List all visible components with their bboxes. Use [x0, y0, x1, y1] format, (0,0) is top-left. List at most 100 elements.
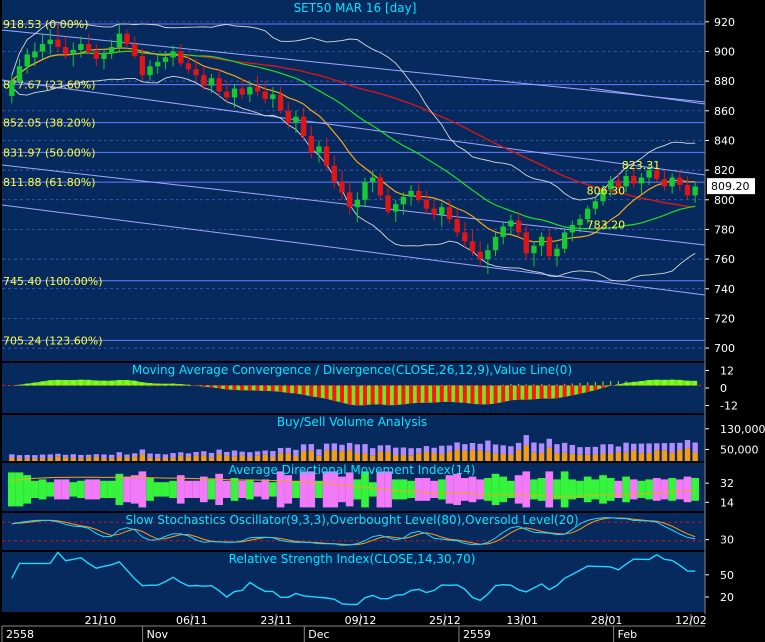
- x-date-label: 28/01: [591, 614, 623, 627]
- macd-bar: [48, 380, 53, 386]
- volume-buy-bar: [308, 444, 314, 451]
- candle-body: [423, 199, 430, 209]
- macd-bar: [178, 384, 183, 386]
- candle-body: [577, 219, 583, 225]
- macd-bar: [148, 383, 153, 386]
- macd-bar: [117, 379, 122, 386]
- candle-body: [47, 39, 53, 45]
- macd-bar: [570, 385, 575, 396]
- candle-body: [669, 177, 675, 187]
- candle-body: [70, 49, 76, 55]
- fib-level-label: 745.40 (100.00%): [3, 275, 103, 288]
- adx-band: [622, 476, 630, 503]
- candle-body: [277, 94, 284, 111]
- candle-body: [116, 33, 123, 48]
- candle-body: [78, 44, 84, 50]
- candle-body: [108, 47, 115, 53]
- adx-band: [161, 482, 170, 497]
- candle-body: [9, 81, 15, 96]
- rsi-title: Relative Strength Index(CLOSE,14,30,70): [229, 552, 476, 566]
- volume-sell-bar: [32, 458, 38, 461]
- macd-bar: [677, 379, 682, 386]
- macd-tick-label: 0: [720, 382, 727, 395]
- price-tick-label: 900: [714, 45, 735, 58]
- volume-sell-bar: [577, 454, 583, 461]
- candle-body: [385, 195, 391, 212]
- bollinger-upper: [11, 21, 696, 201]
- x-date-label: 25/12: [429, 614, 461, 627]
- adx-tick-label: 14: [720, 496, 734, 509]
- candle-body: [692, 186, 698, 196]
- volume-buy-bar: [646, 443, 652, 454]
- price-tick-label: 760: [714, 253, 735, 266]
- candle-body: [32, 51, 38, 58]
- adx-band: [537, 478, 546, 501]
- volume-buy-bar: [485, 440, 491, 452]
- volume-sell-bar: [293, 455, 299, 461]
- macd-bar: [270, 385, 275, 392]
- x-axis-bg: [0, 614, 765, 642]
- volume-sell-bar: [339, 451, 345, 461]
- adx-band: [77, 480, 85, 498]
- volume-buy-bar: [147, 453, 153, 458]
- volume-sell-bar: [600, 453, 606, 461]
- adx-band: [660, 479, 669, 500]
- candle-body: [677, 177, 683, 185]
- macd-bar: [355, 385, 360, 406]
- stochastic-tick-label: 30: [720, 534, 734, 547]
- x-period-label: Nov: [147, 628, 169, 641]
- volume-buy-bar: [239, 451, 245, 456]
- candle-body: [239, 88, 245, 95]
- volume-sell-bar: [201, 455, 207, 461]
- volume-buy-bar: [638, 443, 645, 454]
- volume-sell-bar: [155, 457, 161, 461]
- adx-band: [668, 478, 676, 501]
- adx-band: [138, 471, 147, 508]
- candle-body: [623, 176, 629, 187]
- candle-body: [231, 88, 238, 98]
- volume-buy-bar: [469, 443, 476, 451]
- volume-buy-bar: [623, 442, 629, 453]
- adx-band: [261, 479, 270, 500]
- macd-bar: [240, 385, 245, 391]
- candle-body: [362, 181, 368, 200]
- stoch-k-line: [11, 517, 696, 546]
- volume-buy-bar: [162, 454, 169, 458]
- candle-body: [515, 220, 522, 233]
- price-annotation: 823.31: [622, 159, 661, 172]
- volume-sell-bar: [370, 455, 376, 461]
- volume-sell-bar: [492, 453, 499, 461]
- candle-body: [155, 61, 161, 67]
- volume-sell-bar: [469, 450, 476, 461]
- adx-band: [23, 475, 32, 504]
- candle-body: [101, 52, 107, 59]
- adx-band: [46, 482, 55, 497]
- volume-buy-bar: [600, 444, 606, 454]
- fib-level-label: 811.88 (61.80%): [3, 176, 96, 189]
- candle-body: [300, 116, 307, 137]
- volume-sell-bar: [178, 455, 184, 461]
- volume-buy-bar: [508, 446, 514, 455]
- candle-body: [24, 54, 30, 67]
- candle-body: [454, 219, 460, 233]
- macd-bar: [232, 385, 237, 390]
- price-tick-label: 700: [714, 342, 735, 355]
- volume-sell-bar: [39, 458, 46, 461]
- volume-buy-bar: [431, 447, 437, 454]
- candle-body: [247, 87, 253, 95]
- price-tick-label: 740: [714, 283, 735, 296]
- candle-body: [431, 208, 437, 215]
- volume-buy-bar: [201, 451, 207, 456]
- volume-sell-bar: [638, 453, 645, 461]
- candle-body: [408, 190, 414, 197]
- candle-body: [608, 180, 614, 190]
- adx-band: [276, 471, 285, 508]
- volume-buy-bar: [577, 447, 583, 455]
- adx-band: [8, 472, 16, 507]
- volume-buy-bar: [569, 444, 576, 454]
- volume-buy-bar: [316, 449, 322, 456]
- candle-body: [339, 181, 345, 193]
- volume-sell-bar: [393, 455, 399, 461]
- adx-line: [11, 476, 696, 497]
